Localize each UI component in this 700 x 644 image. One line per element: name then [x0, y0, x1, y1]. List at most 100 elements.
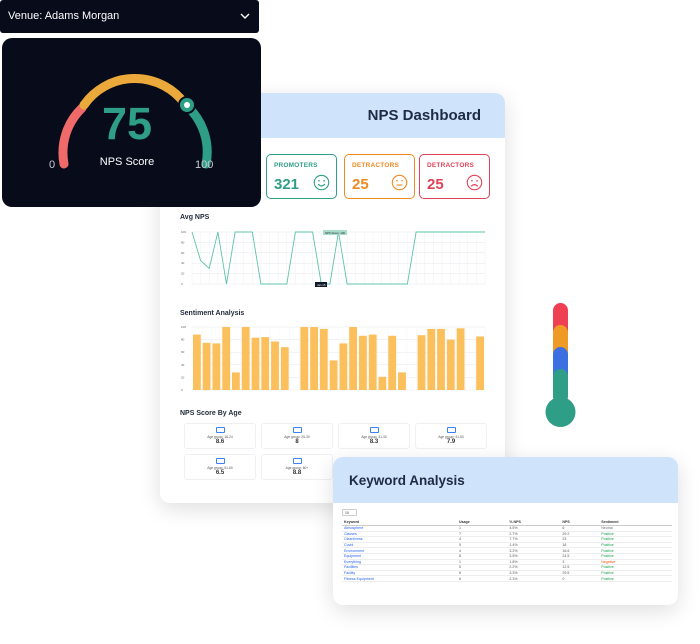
table-row: Fitness Equipment 6 2.3% 0 Positive: [342, 575, 672, 582]
y-tick-label: 60: [181, 251, 185, 255]
id-card-icon: [293, 427, 302, 433]
bar: [368, 334, 377, 390]
age-label: Age group: 31-40: [361, 435, 387, 439]
keyword-link[interactable]: Classes: [342, 531, 457, 538]
id-card-icon: [216, 427, 225, 433]
bar: [261, 337, 270, 390]
table-row: Atmosphere 1 4.5% 6 Neutral: [342, 525, 672, 532]
stat-value: 25: [427, 176, 444, 193]
col-header[interactable]: NPS: [560, 519, 600, 526]
neutral-face-icon: [391, 174, 408, 191]
table-cell: Positive: [599, 570, 672, 577]
keyword-link[interactable]: Cleanliness: [342, 536, 457, 543]
avg-nps-title: Avg NPS: [180, 214, 210, 221]
table-cell: 3.2%: [507, 547, 561, 554]
table-cell: Positive: [599, 553, 672, 560]
bar: [476, 336, 484, 390]
gauge-value: 75: [101, 98, 153, 149]
stat-value: 321: [274, 176, 300, 193]
age-title: NPS Score By Age: [180, 410, 242, 417]
y-tick-label: 0: [181, 282, 183, 286]
keyword-link[interactable]: Environment: [342, 547, 457, 554]
gauge-arc: [58, 73, 212, 169]
age-value: 6.5: [215, 470, 225, 476]
table-cell: Positive: [599, 536, 672, 543]
keyword-link[interactable]: Atmosphere: [342, 525, 457, 532]
stat-label: PROMOTERS: [274, 162, 318, 169]
col-header[interactable]: Usage: [456, 519, 508, 526]
table-cell: 18: [560, 542, 600, 549]
y-tick-label: 80: [181, 338, 185, 342]
keyword-link[interactable]: Everything: [342, 559, 457, 566]
bar: [212, 343, 221, 390]
tooltip-text: NPS Score: 100: [325, 231, 345, 235]
col-header[interactable]: Sentiment: [599, 519, 672, 526]
keyword-title: Keyword Analysis: [349, 473, 465, 488]
y-tick-label: 20: [181, 272, 185, 276]
table-cell: 12.5: [560, 564, 600, 571]
table-cell: 3: [560, 559, 600, 566]
promoters-card[interactable]: PROMOTERS 321: [266, 154, 337, 199]
bar: [251, 337, 260, 390]
table-cell: Positive: [599, 531, 672, 538]
keyword-link[interactable]: Facilities: [342, 564, 457, 571]
table-cell: Positive: [599, 564, 672, 571]
bar: [193, 334, 201, 390]
dashboard-title: NPS Dashboard: [367, 107, 481, 124]
keyword-link[interactable]: Facility: [342, 570, 457, 577]
col-header[interactable]: Keyword: [342, 519, 457, 526]
bar: [388, 335, 397, 390]
table-cell: Positive: [599, 547, 672, 554]
thermometer-icon: [545, 303, 576, 427]
table-row: Cleanliness 4 7.7% 23 Positive: [342, 536, 672, 543]
table-cell: Neutral: [599, 525, 672, 532]
age-card: Age group: 18-24 8.6: [184, 423, 256, 449]
table-row: Equipment 8 3.5% 24.5 Positive: [342, 553, 672, 560]
age-card: Age group: 41-50 7.9: [415, 423, 487, 449]
table-cell: Negative: [599, 559, 672, 566]
page-size-select[interactable]: 10: [342, 509, 357, 516]
stat-label: DETRACTORS: [352, 162, 400, 169]
nps-dashboard-card: NPS Dashboard PROMOTERS 321 DETRACTORS 2…: [160, 93, 505, 503]
table-cell: 0: [560, 575, 600, 582]
keyword-link[interactable]: Fitness Equipment: [342, 575, 457, 582]
venue-select-label: Venue: Adams Morgan: [8, 10, 120, 22]
bar: [300, 327, 309, 390]
y-tick-label: 60: [181, 350, 185, 354]
table-cell: 6: [456, 570, 508, 577]
age-label: Age group: 18-24: [207, 435, 233, 439]
table-cell: 29.2: [560, 531, 600, 538]
detractors-neutral-card[interactable]: DETRACTORS 25: [344, 154, 415, 199]
smile-face-icon: [313, 174, 330, 191]
bar: [329, 360, 338, 390]
table-cell: 4.5%: [507, 525, 561, 532]
age-value: 7.9: [446, 439, 456, 445]
tooltip: [323, 230, 347, 235]
age-value: 8: [295, 439, 299, 445]
sad-face-icon: [466, 174, 483, 191]
table-cell: 7: [456, 531, 508, 538]
age-card: Age group: 51-60 6.5: [184, 454, 256, 480]
id-card-icon: [216, 458, 225, 464]
bar: [398, 372, 406, 390]
age-value: 8.3: [369, 439, 379, 445]
keyword-link[interactable]: Covid: [342, 542, 457, 549]
keyword-link[interactable]: Equipment: [342, 553, 457, 560]
bar: [349, 327, 357, 390]
age-label: Age group: 60+: [285, 466, 309, 470]
tooltip-text: Jan 15: [317, 283, 326, 287]
table-cell: 6: [456, 575, 508, 582]
col-header[interactable]: % NPS: [507, 519, 561, 526]
bar: [359, 335, 367, 390]
y-tick-label: 20: [181, 375, 185, 379]
age-card: Age group: 25-30 8: [261, 423, 333, 449]
bar: [427, 328, 436, 390]
bar: [437, 328, 445, 390]
table-header-row: Keyword Usage % NPS NPS Sentiment: [342, 519, 672, 526]
id-card-icon: [447, 427, 456, 433]
table-cell: 8: [456, 553, 508, 560]
detractors-card[interactable]: DETRACTORS 25: [419, 154, 490, 199]
bar: [202, 342, 211, 391]
table-cell: 7.7%: [507, 536, 561, 543]
venue-select[interactable]: Venue: Adams Morgan: [0, 0, 259, 33]
